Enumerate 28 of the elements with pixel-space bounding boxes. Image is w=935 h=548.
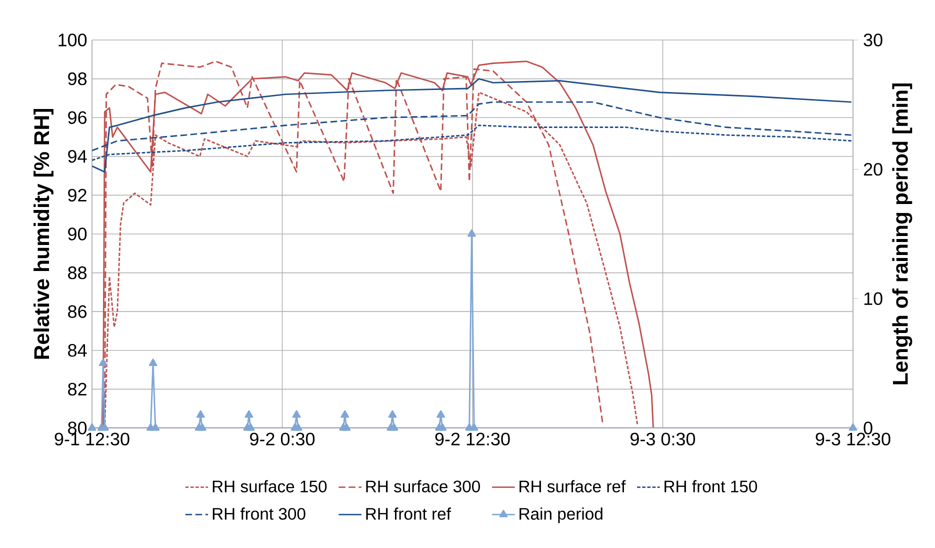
legend-label: RH front ref bbox=[366, 508, 452, 520]
x-tick-label: 9-3 0:30 bbox=[630, 432, 696, 446]
y-tick-label: 98 bbox=[68, 72, 87, 86]
legend-label: RH surface 150 bbox=[212, 480, 327, 492]
legend-label: RH surface ref bbox=[520, 480, 626, 492]
y-tick-label: 80 bbox=[68, 422, 87, 434]
y-tick-label: 86 bbox=[68, 305, 87, 318]
y-tick-label: 94 bbox=[68, 150, 87, 163]
y-tick-label: 84 bbox=[68, 344, 87, 357]
legend-label: RH front 150 bbox=[664, 480, 758, 492]
y2-tick-label: 30 bbox=[864, 34, 882, 46]
y-tick-label: 88 bbox=[68, 266, 87, 280]
legend-label: RH surface 300 bbox=[366, 480, 480, 492]
y2-tick-label: 10 bbox=[864, 292, 882, 306]
y-tick-label: 96 bbox=[68, 111, 87, 124]
y2-tick-label: 20 bbox=[864, 162, 882, 176]
y2-tick-label: 0 bbox=[864, 422, 872, 434]
y-tick-label: 100 bbox=[58, 34, 87, 46]
x-tick-label: 9-2 0:30 bbox=[250, 432, 315, 446]
y-tick-label: 90 bbox=[68, 228, 87, 240]
y-axis-title: Relative humidity [% RH] bbox=[34, 108, 54, 359]
y-tick-label: 92 bbox=[68, 188, 86, 202]
legend-label: Rain period bbox=[520, 508, 602, 524]
legend-label: RH front 300 bbox=[212, 508, 306, 520]
x-tick-label: 9-3 12:30 bbox=[816, 432, 890, 446]
y2-axis-title: Length of raining period [min] bbox=[892, 83, 912, 384]
y-tick-label: 82 bbox=[68, 382, 86, 396]
x-tick-label: 9-2 12:30 bbox=[435, 432, 510, 446]
